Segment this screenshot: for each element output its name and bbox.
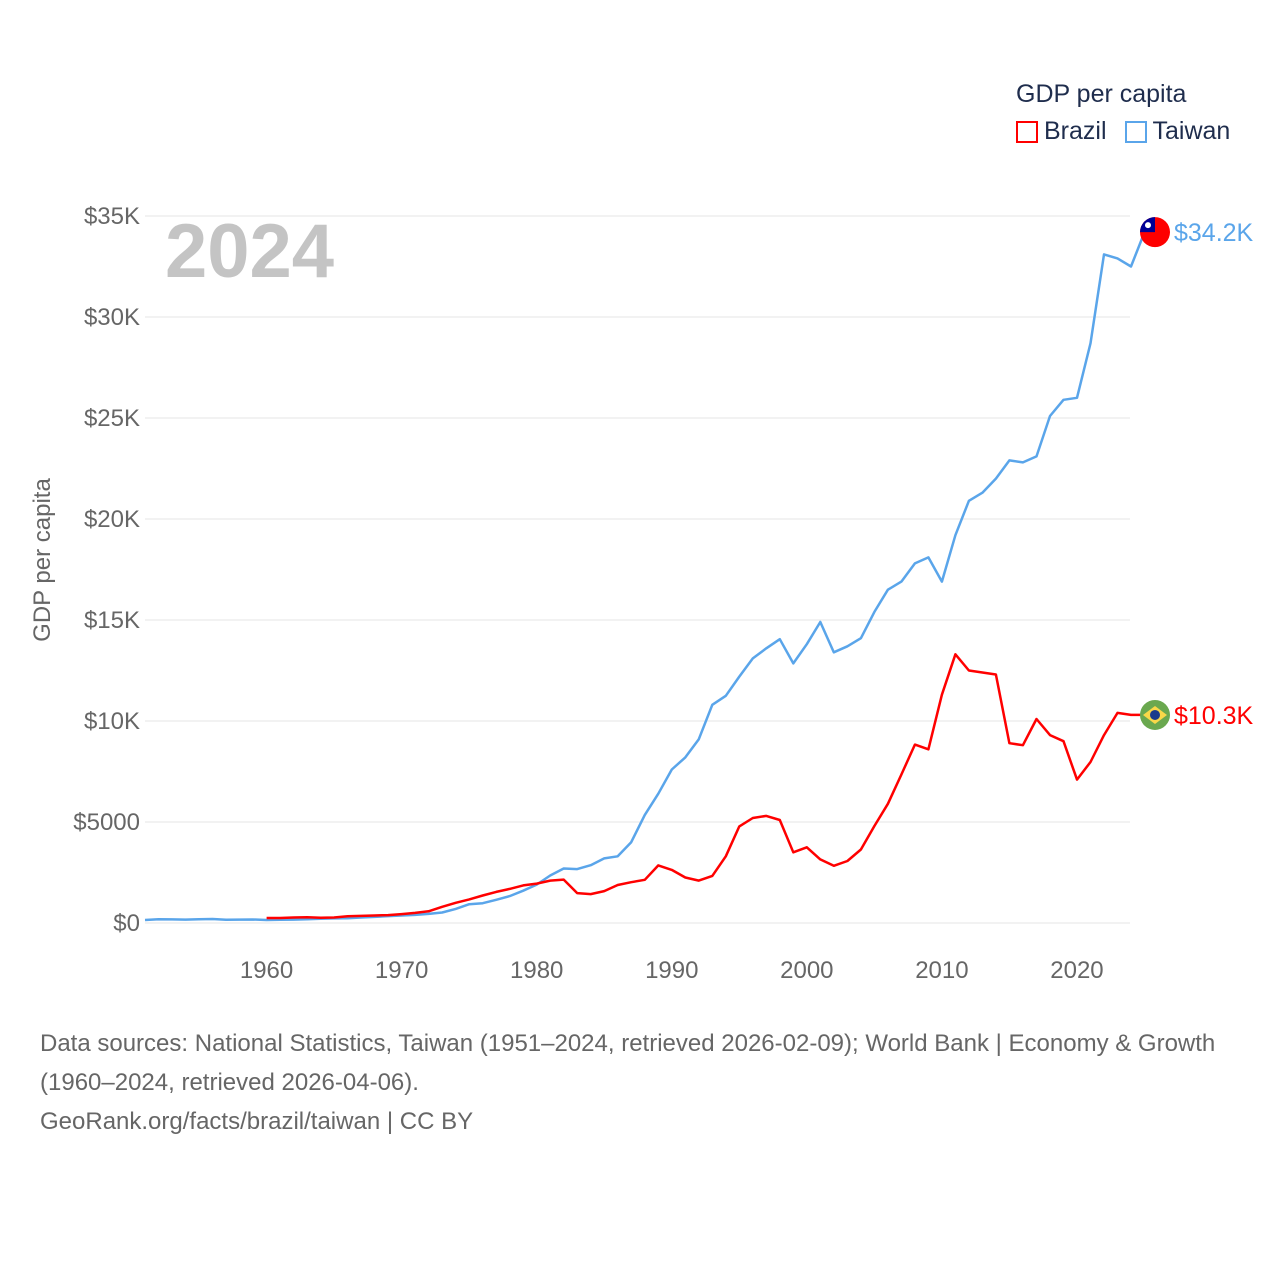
legend-swatch-taiwan <box>1124 120 1147 143</box>
end-value-label-taiwan: $34.2K <box>1174 219 1254 247</box>
y-tick-label: $25K <box>84 405 140 432</box>
y-tick-label: $35K <box>84 203 140 230</box>
x-tick-label: 2000 <box>780 957 833 984</box>
series-line-brazil <box>266 653 1150 920</box>
data-sources: Data sources: National Statistics, Taiwa… <box>40 1030 1216 1096</box>
x-tick-label: 1960 <box>240 957 293 984</box>
legend-title: GDP per capita <box>1016 80 1187 108</box>
y-tick-label: $5000 <box>73 809 140 836</box>
end-value-label-brazil: $10.3K <box>1174 702 1254 730</box>
taiwan-flag-sun <box>1145 222 1151 229</box>
x-tick-label: 2010 <box>915 957 968 984</box>
legend-item-brazil[interactable]: Brazil <box>1016 117 1107 146</box>
y-axis-label: GDP per capita <box>29 478 56 642</box>
legend-swatch-brazil <box>1016 120 1038 143</box>
y-tick-label: $30K <box>84 304 140 331</box>
x-tick-label: 2020 <box>1050 957 1103 984</box>
y-tick-label: $10K <box>84 708 140 735</box>
legend-label: Brazil <box>1044 117 1107 145</box>
attribution-link[interactable]: GeoRank.org/facts/brazil/taiwan | CC BY <box>40 1108 474 1135</box>
legend: GDP per capita Brazil Taiwan <box>1016 80 1230 146</box>
footer: Data sources: National Statistics, Taiwa… <box>40 1024 1240 1141</box>
x-tick-label: 1990 <box>645 957 698 984</box>
brazil-flag-globe <box>1150 709 1160 720</box>
x-tick-label: 1970 <box>375 957 428 984</box>
y-tick-label: $20K <box>84 506 140 533</box>
current-year-label: 2024 <box>165 209 335 294</box>
legend-item-taiwan[interactable]: Taiwan <box>1124 117 1231 146</box>
y-tick-label: $0 <box>113 910 140 937</box>
series-line-taiwan <box>144 230 1150 922</box>
legend-label: Taiwan <box>1152 117 1231 145</box>
x-tick-label: 1980 <box>510 957 563 984</box>
y-tick-label: $15K <box>84 607 140 634</box>
